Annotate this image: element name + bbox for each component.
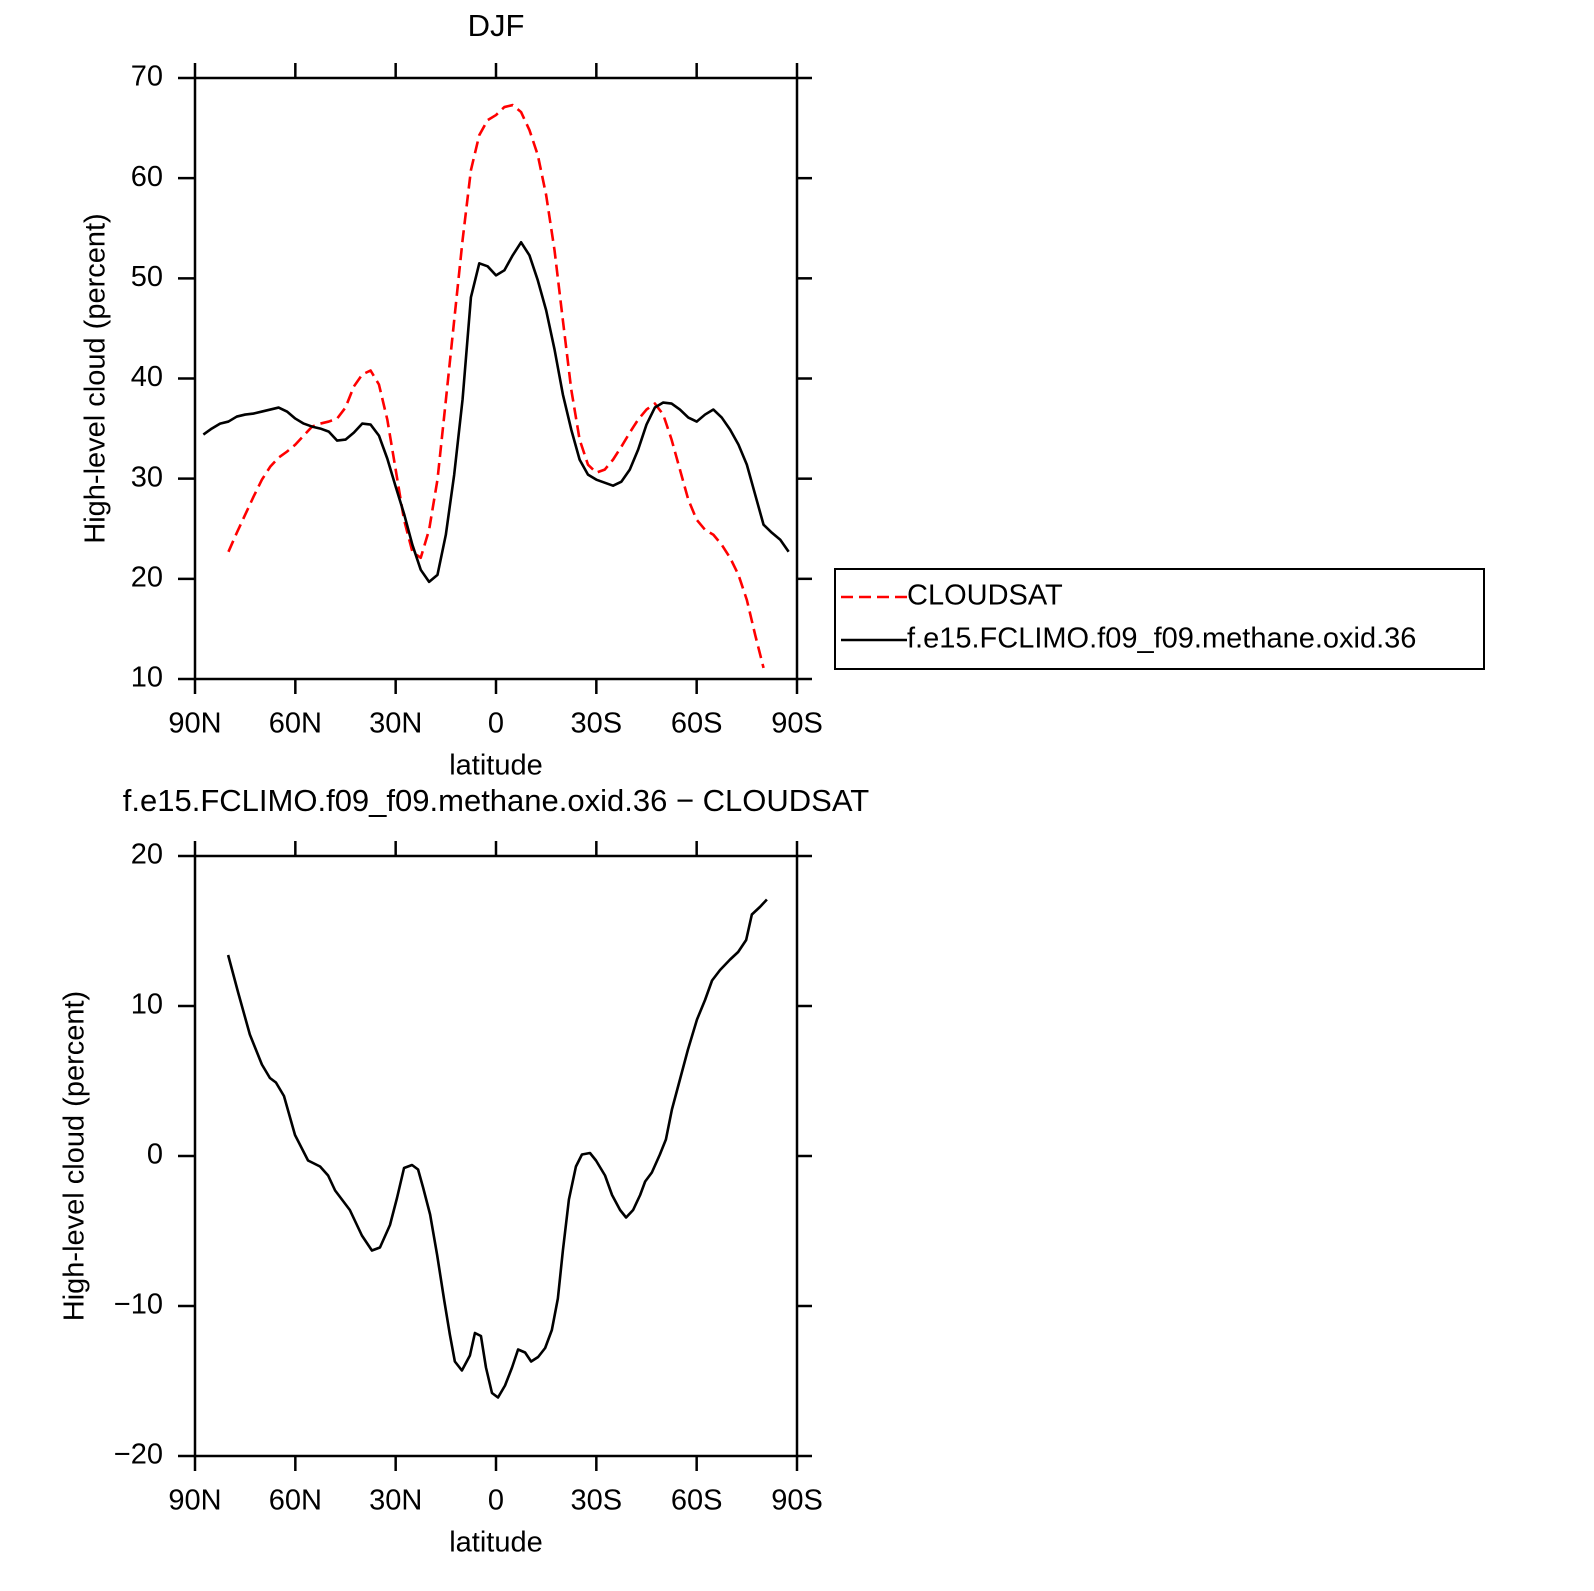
- plot-frame: [193, 854, 799, 1458]
- y-tick-label: 10: [131, 989, 163, 1021]
- y-axis-label: High-level cloud (percent): [59, 991, 91, 1321]
- x-tick-label: 90N: [168, 708, 221, 740]
- y-tick-label: 10: [131, 662, 163, 694]
- x-tick-label: 30S: [571, 708, 623, 740]
- legend-label: CLOUDSAT: [907, 580, 1063, 612]
- y-tick-label: 30: [131, 461, 163, 493]
- x-tick-label: 60N: [269, 1485, 322, 1517]
- y-axis-label: High-level cloud (percent): [80, 213, 112, 543]
- data-line: [202, 240, 790, 584]
- y-tick-label: 40: [131, 361, 163, 393]
- chart-title: DJF: [468, 8, 525, 43]
- x-tick-label: 30N: [369, 708, 422, 740]
- data-line: [226, 898, 768, 1399]
- x-tick-label: 0: [488, 1485, 504, 1517]
- x-tick-label: 0: [488, 708, 504, 740]
- x-tick-label: 60S: [671, 708, 723, 740]
- x-axis-label: latitude: [449, 750, 543, 782]
- x-axis-label: latitude: [449, 1527, 543, 1559]
- y-tick-label: 70: [131, 61, 163, 93]
- legend-box: [834, 568, 1485, 670]
- y-tick-label: 0: [147, 1139, 163, 1171]
- x-tick-label: 90N: [168, 1485, 221, 1517]
- y-tick-label: 20: [131, 561, 163, 593]
- data-line: [227, 103, 765, 669]
- chart-title: f.e15.FCLIMO.f09_f09.methane.oxid.36 − C…: [123, 783, 869, 818]
- x-tick-label: 60N: [269, 708, 322, 740]
- x-tick-label: 90S: [771, 1485, 823, 1517]
- y-tick-label: −20: [114, 1439, 163, 1471]
- x-tick-label: 30N: [369, 1485, 422, 1517]
- x-tick-label: 60S: [671, 1485, 723, 1517]
- y-tick-label: 60: [131, 161, 163, 193]
- y-tick-label: 20: [131, 839, 163, 871]
- x-tick-label: 30S: [571, 1485, 623, 1517]
- y-tick-label: −10: [114, 1289, 163, 1321]
- legend-label: f.e15.FCLIMO.f09_f09.methane.oxid.36: [907, 623, 1416, 655]
- y-tick-label: 50: [131, 261, 163, 293]
- x-tick-label: 90S: [771, 708, 823, 740]
- plot-frame: [193, 76, 799, 681]
